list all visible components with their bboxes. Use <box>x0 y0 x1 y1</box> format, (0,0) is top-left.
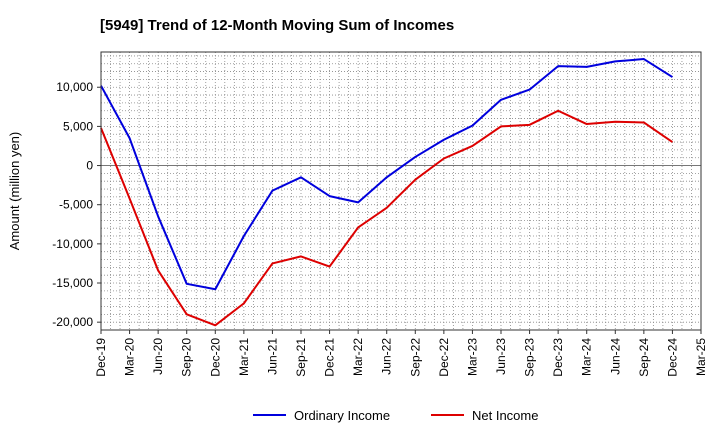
series-line-net-income <box>100 109 673 327</box>
y-tick-label: 0 <box>86 159 93 173</box>
x-tick-label: Dec-22 <box>437 338 451 377</box>
plot-background <box>101 52 701 330</box>
x-tick-label: Mar-21 <box>237 338 251 376</box>
x-tick-label: Dec-24 <box>665 338 679 377</box>
plot-area <box>101 52 701 330</box>
x-tick-label: Mar-24 <box>580 338 594 376</box>
x-tick-label: Jun-20 <box>151 338 165 375</box>
y-tick-label: 5,000 <box>63 119 93 133</box>
series-lines <box>100 58 673 327</box>
x-tick-label: Mar-25 <box>694 338 708 376</box>
x-tick-label: Mar-22 <box>351 338 365 376</box>
x-tick-label: Sep-23 <box>523 338 537 377</box>
y-tick-label: 10,000 <box>56 80 93 94</box>
x-tick-label: Mar-20 <box>123 338 137 376</box>
y-tick-label: -20,000 <box>52 315 93 329</box>
y-tick-label: -5,000 <box>59 198 93 212</box>
x-tick-label: Jun-23 <box>494 338 508 375</box>
x-tick-label: Dec-23 <box>551 338 565 377</box>
x-tick-label: Jun-22 <box>380 338 394 375</box>
plot-frame <box>100 51 702 331</box>
x-tick-label: Dec-20 <box>208 338 222 377</box>
x-tick-label: Sep-24 <box>637 338 651 377</box>
y-axis-label: Amount (million yen) <box>7 132 22 251</box>
x-tick-label: Sep-20 <box>180 338 194 377</box>
x-tick-label: Jun-24 <box>608 338 622 375</box>
y-tick-label: -10,000 <box>52 237 93 251</box>
x-tick-label: Dec-21 <box>323 338 337 377</box>
x-tick-label: Sep-21 <box>294 338 308 377</box>
x-tick-label: Sep-22 <box>408 338 422 377</box>
legend: Ordinary Income Net Income <box>253 408 538 423</box>
chart-title: [5949] Trend of 12-Month Moving Sum of I… <box>100 17 454 34</box>
series-line-ordinary-income <box>100 58 673 291</box>
axes <box>100 51 702 331</box>
x-tick-label: Dec-19 <box>94 338 108 377</box>
x-tick-labels: Dec-19 Mar-20 Jun-20 Sep-20 Dec-20 Mar-21 Jun-… <box>94 330 708 377</box>
legend-label: Net Income <box>472 408 538 423</box>
y-tick-label: -15,000 <box>52 276 93 290</box>
x-tick-label: Mar-23 <box>465 338 479 376</box>
legend-label: Ordinary Income <box>294 408 390 423</box>
x-tick-label: Jun-21 <box>265 338 279 375</box>
y-tick-labels: 10,000 5,000 0 -5,000 -10,000 -15,000 -20,000 <box>52 80 101 329</box>
